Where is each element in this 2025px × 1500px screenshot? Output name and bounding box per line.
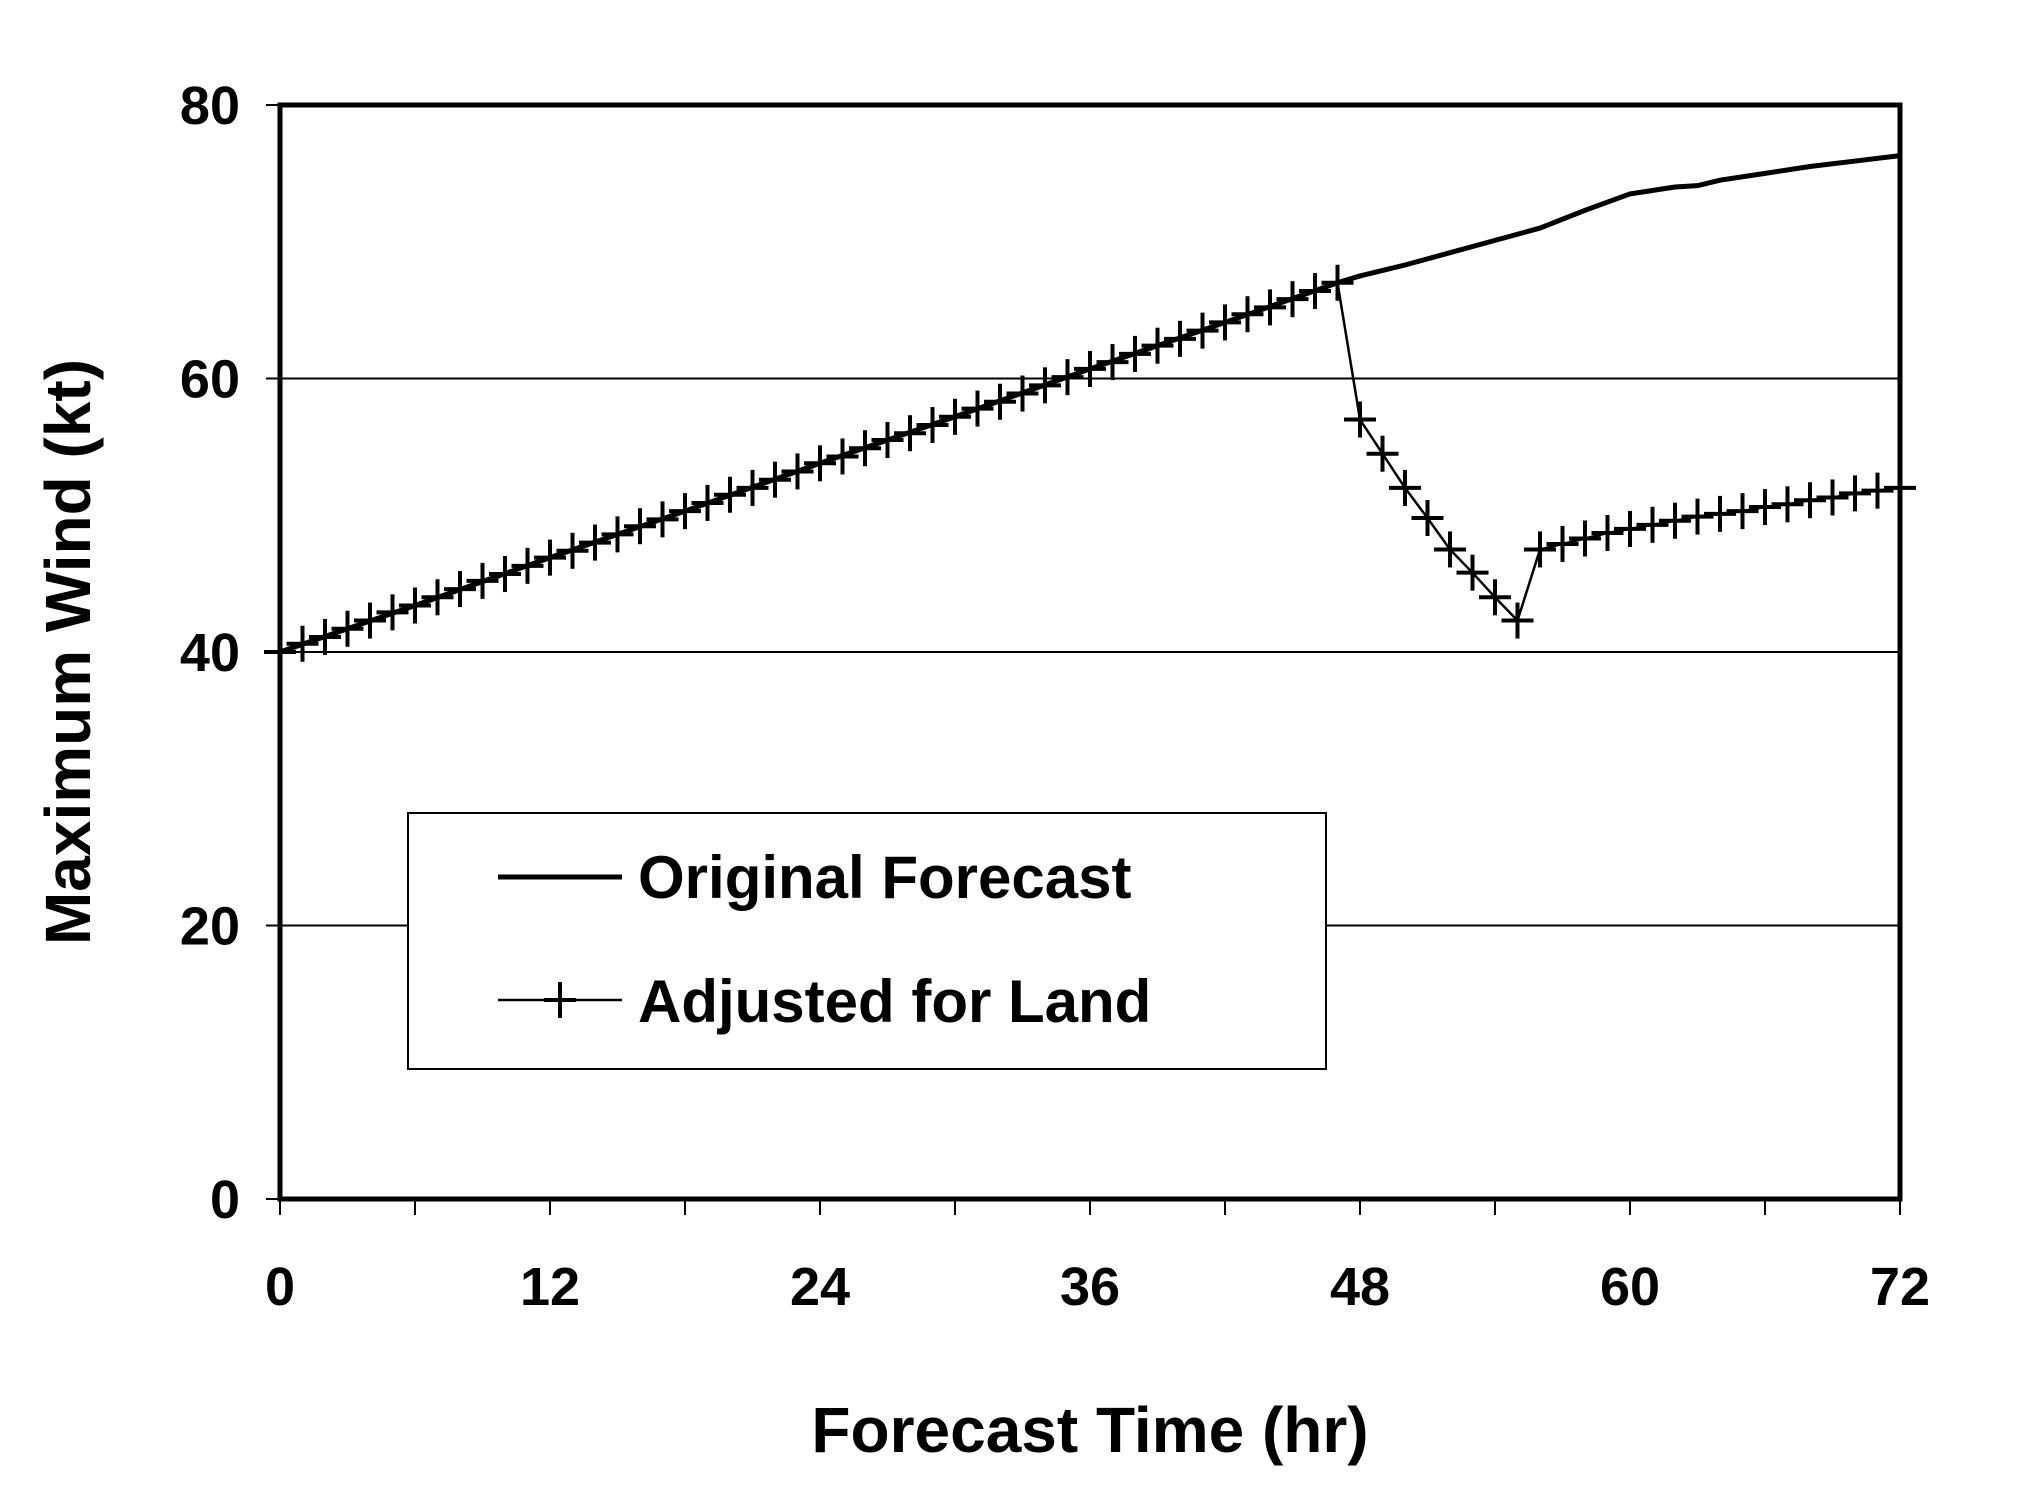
plus-marker bbox=[871, 422, 904, 459]
plus-marker bbox=[1411, 499, 1444, 536]
plus-marker bbox=[601, 516, 634, 553]
plus-marker bbox=[1479, 579, 1511, 616]
plus-marker bbox=[961, 390, 994, 427]
x-tick-label: 36 bbox=[1060, 1257, 1120, 1317]
plus-marker bbox=[444, 571, 476, 608]
plus-marker bbox=[399, 587, 431, 624]
x-tick-labels: 0 12 24 36 48 60 72 bbox=[265, 1257, 1930, 1317]
plus-marker bbox=[286, 625, 319, 662]
plus-marker bbox=[1389, 469, 1421, 506]
plus-marker bbox=[1569, 520, 1601, 557]
y-tick-label: 60 bbox=[180, 350, 240, 410]
x-axis-title: Forecast Time (hr) bbox=[811, 1394, 1368, 1466]
y-tick-label: 80 bbox=[180, 76, 240, 136]
plus-marker bbox=[1209, 304, 1241, 341]
legend-swatch-adjusted bbox=[498, 982, 622, 1018]
x-tick-label: 48 bbox=[1330, 1257, 1390, 1317]
x-tick-label: 0 bbox=[265, 1257, 295, 1317]
plus-marker bbox=[579, 524, 611, 561]
plus-marker bbox=[849, 430, 881, 467]
legend-label-original: Original Forecast bbox=[638, 844, 1131, 911]
plus-marker bbox=[826, 438, 859, 475]
plus-marker bbox=[1794, 482, 1826, 519]
plus-marker bbox=[669, 493, 701, 530]
y-tick-label: 20 bbox=[180, 897, 240, 957]
plus-marker bbox=[646, 501, 679, 538]
y-tick-labels: 0 20 40 60 80 bbox=[180, 76, 240, 1230]
plus-marker bbox=[1029, 367, 1061, 404]
plus-marker bbox=[1186, 312, 1219, 349]
plus-marker bbox=[1321, 264, 1354, 301]
legend-box bbox=[407, 812, 1327, 1070]
plus-marker bbox=[354, 602, 386, 639]
plus-marker bbox=[1749, 489, 1781, 526]
legend: Original Forecast Adjusted for Land bbox=[407, 812, 1327, 1070]
plus-marker bbox=[1501, 602, 1534, 639]
y-tick-label: 0 bbox=[210, 1170, 240, 1230]
plus-marker bbox=[1276, 281, 1309, 318]
plus-marker bbox=[1704, 495, 1736, 532]
plus-marker bbox=[1344, 401, 1376, 438]
plus-marker bbox=[939, 398, 971, 435]
plus-marker bbox=[421, 579, 454, 616]
axis-ticks bbox=[266, 104, 1901, 1215]
series-line-adjusted-for-land bbox=[279, 281, 1901, 654]
plus-marker bbox=[1816, 479, 1849, 516]
plus-marker bbox=[1524, 531, 1556, 568]
plus-marker bbox=[376, 594, 409, 631]
plus-marker bbox=[736, 469, 769, 506]
plus-marker bbox=[1591, 515, 1624, 552]
plus-marker bbox=[331, 610, 364, 647]
plus-marker bbox=[1434, 531, 1466, 568]
plus-marker bbox=[894, 415, 926, 452]
plus-marker bbox=[544, 982, 576, 1018]
plus-marker bbox=[511, 547, 544, 584]
plus-marker bbox=[1771, 486, 1804, 523]
plus-marker bbox=[1861, 472, 1894, 509]
y-tick-label: 40 bbox=[180, 623, 240, 683]
plus-marker bbox=[1726, 493, 1759, 530]
plus-marker bbox=[1096, 344, 1129, 381]
plus-marker bbox=[1254, 289, 1286, 326]
plus-marker bbox=[1051, 359, 1084, 396]
plus-marker bbox=[1006, 375, 1039, 412]
plus-marker bbox=[916, 406, 949, 443]
plus-marker bbox=[691, 484, 724, 521]
series-layer bbox=[264, 153, 1916, 670]
plus-marker bbox=[466, 562, 499, 599]
plus-marker bbox=[984, 383, 1016, 420]
plus-marker bbox=[1299, 272, 1331, 309]
plus-marker bbox=[556, 532, 589, 569]
x-tick-label: 72 bbox=[1870, 1257, 1930, 1317]
plus-marker bbox=[781, 453, 814, 490]
x-tick-label: 60 bbox=[1600, 1257, 1660, 1317]
x-tick-label: 24 bbox=[790, 1257, 850, 1317]
plus-marker bbox=[1636, 506, 1669, 543]
plus-marker bbox=[1659, 502, 1691, 539]
plus-marker bbox=[1141, 327, 1174, 364]
plus-marker bbox=[1614, 510, 1646, 547]
plus-marker bbox=[624, 508, 656, 545]
plus-marker bbox=[804, 445, 836, 482]
x-tick-label: 12 bbox=[520, 1257, 580, 1317]
plus-marker bbox=[1681, 498, 1714, 535]
legend-label-adjusted: Adjusted for Land bbox=[638, 968, 1151, 1035]
plus-marker bbox=[1456, 554, 1489, 591]
plus-marker bbox=[759, 461, 791, 498]
plus-marker bbox=[1839, 475, 1871, 512]
plus-marker bbox=[1366, 435, 1399, 472]
series-line-original-forecast bbox=[279, 153, 1901, 655]
plus-marker bbox=[714, 476, 746, 513]
plus-marker bbox=[1119, 335, 1151, 372]
plus-marker bbox=[1546, 525, 1579, 562]
plus-marker bbox=[1231, 296, 1264, 333]
plus-marker bbox=[1164, 320, 1196, 357]
plus-marker bbox=[309, 618, 341, 655]
y-axis-title: Maximum Wind (kt) bbox=[32, 359, 104, 945]
plus-marker bbox=[534, 539, 566, 576]
plus-marker bbox=[1074, 350, 1106, 387]
plus-marker bbox=[489, 556, 521, 593]
